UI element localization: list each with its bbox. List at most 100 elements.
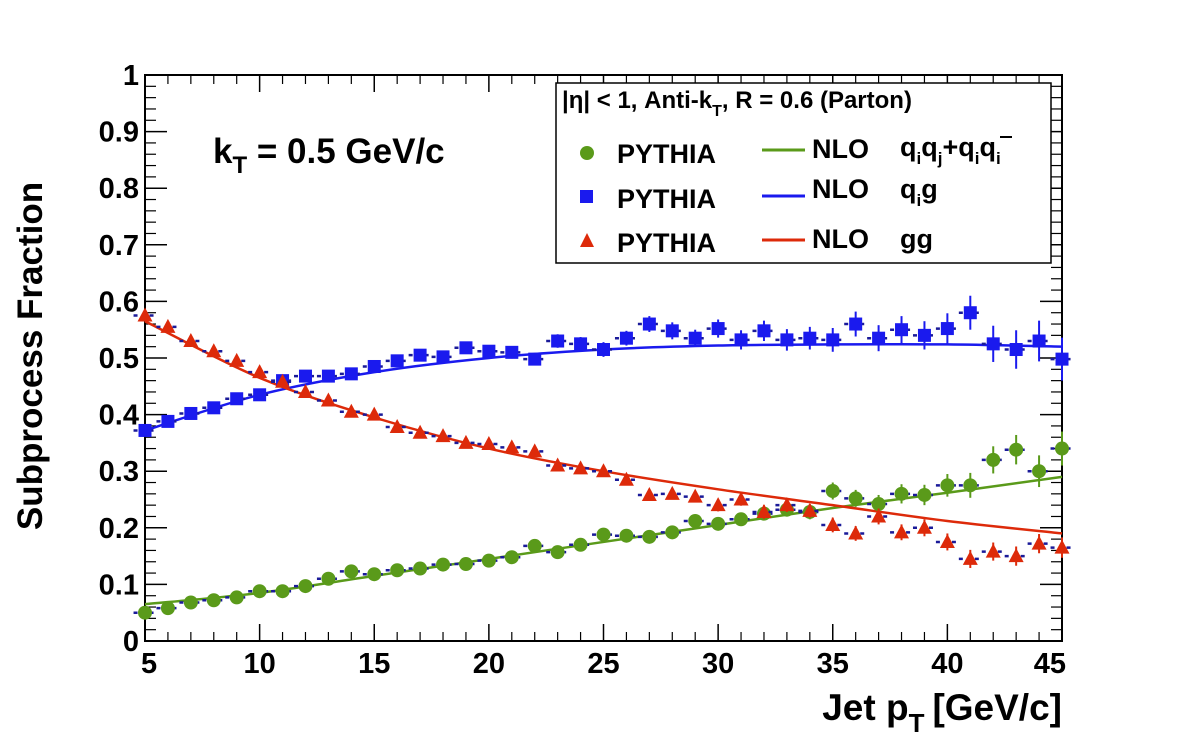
data-point-triangle [756, 503, 772, 518]
data-point-circle [688, 514, 703, 529]
data-point-triangle [1054, 539, 1070, 554]
y-tick-label: 0.8 [99, 173, 139, 205]
x-tick-label: 45 [1034, 648, 1066, 680]
nlo-curve-0 [144, 475, 1063, 606]
data-point-circle [963, 478, 978, 493]
qq-q4: q [979, 132, 996, 162]
data-point-circle [1032, 464, 1047, 479]
data-point-circle [642, 529, 657, 544]
y-tick-label: 0.2 [99, 513, 139, 545]
qq-q1: q [900, 132, 917, 162]
data-point-triangle [550, 457, 566, 472]
qq-s3: i [975, 149, 980, 168]
data-point-square [734, 333, 748, 347]
qg-s: i [917, 191, 922, 210]
legend-marker-square [580, 190, 593, 203]
data-point-square [757, 324, 771, 338]
data-point-triangle [733, 491, 749, 506]
data-point-circle [825, 484, 840, 499]
data-point-circle [619, 528, 634, 543]
data-point-square [803, 331, 817, 345]
data-point-triangle [1031, 535, 1047, 550]
data-point-square [459, 341, 473, 355]
x-tick-label: 25 [587, 648, 619, 680]
qq-q3: q [958, 132, 975, 162]
legend-process-gg: gg [900, 224, 933, 254]
data-point-square [436, 350, 450, 364]
data-point-square [711, 322, 725, 336]
data-point-square [665, 324, 679, 338]
x-tick-label: 5 [141, 648, 157, 680]
y-tick-label: 1 [123, 60, 139, 92]
data-point-square [298, 369, 312, 383]
data-point-triangle [412, 424, 428, 439]
data-point-triangle [458, 434, 474, 449]
data-point-triangle [779, 497, 795, 512]
data-point-square [551, 334, 565, 348]
nlo-curves [144, 320, 1063, 606]
x-axis-label-main: Jet p [822, 687, 908, 728]
qq-s4: i [996, 149, 1001, 168]
y-tick-label: 0.7 [99, 230, 139, 262]
data-point-triangle [687, 488, 703, 503]
legend-nlo-2: NLO [812, 174, 869, 204]
data-point-circle [848, 491, 863, 506]
data-point-square [780, 333, 794, 347]
data-point-triangle [573, 460, 589, 475]
y-tick-label: 0.5 [99, 343, 139, 375]
data-point-triangle [1008, 548, 1024, 563]
data-point-circle [252, 584, 267, 599]
data-point-triangle [664, 485, 680, 500]
data-point-circle [298, 579, 313, 594]
data-point-circle [458, 557, 473, 572]
data-point-triangle [481, 436, 497, 451]
data-point-square [528, 352, 542, 366]
data-point-triangle [252, 364, 268, 379]
legend-header-a: |η| < 1, Anti-k [562, 87, 713, 114]
data-point-circle [138, 605, 152, 620]
data-point-square [505, 345, 519, 359]
y-tick-label: 0.4 [99, 400, 139, 432]
kt-annotation-main: k [213, 132, 233, 171]
data-point-circle [504, 550, 519, 565]
data-point-triangle [343, 403, 359, 418]
data-point-triangle [160, 318, 176, 333]
data-point-circle [344, 564, 359, 579]
data-point-triangle [206, 343, 222, 358]
legend-pythia-1: PYTHIA [617, 139, 716, 169]
data-point-triangle [389, 419, 405, 434]
data-point-triangle [435, 428, 451, 443]
data-point-circle [573, 537, 588, 552]
data-point-square [872, 331, 886, 345]
qg-q: q [900, 174, 917, 204]
legend-box [555, 82, 1052, 264]
data-point-square [253, 388, 267, 402]
data-point-square [482, 344, 496, 358]
data-point-triangle [618, 471, 634, 486]
data-point-circle [550, 545, 565, 560]
data-point-triangle [916, 519, 932, 534]
x-axis-label: Jet pT [GeV/c] [822, 687, 1062, 738]
data-point-circle [917, 487, 932, 502]
data-point-square [207, 401, 221, 415]
data-point-circle [206, 593, 221, 608]
qq-q2: q [921, 132, 938, 162]
data-point-square [138, 423, 152, 437]
data-point-square [619, 331, 633, 345]
data-point-triangle [527, 443, 543, 458]
data-point-triangle [504, 439, 520, 454]
legend-header: |η| < 1, Anti-kT, R = 0.6 (Parton) [562, 87, 912, 120]
legend: |η| < 1, Anti-kT, R = 0.6 (Parton) PYTHI… [555, 82, 1052, 264]
data-point-square [230, 392, 244, 406]
legend-marker-circle [580, 146, 594, 160]
data-point-triangle [825, 516, 841, 531]
data-point-triangle [183, 333, 199, 348]
data-point-circle [1055, 441, 1069, 456]
legend-process-qg: qig [900, 174, 938, 210]
data-point-circle [275, 584, 290, 599]
data-point-triangle [962, 550, 978, 565]
data-point-square [344, 367, 358, 381]
y-tick-label: 0.6 [99, 286, 139, 318]
legend-header-b: , R = 0.6 (Parton) [722, 87, 912, 114]
